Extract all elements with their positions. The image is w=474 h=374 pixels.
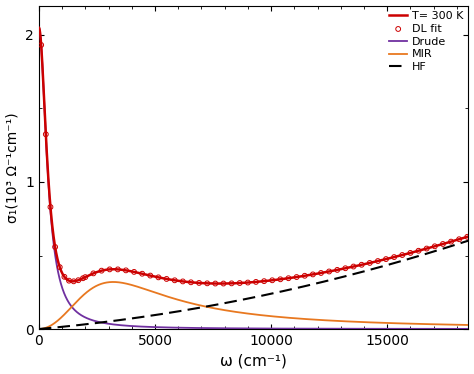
HF [389, 261, 395, 266]
DL fit [51, 244, 59, 250]
DL fit [252, 279, 260, 285]
DL fit [423, 246, 430, 252]
DL fit [268, 277, 276, 283]
MIR [356, 320, 362, 324]
MIR [200, 304, 206, 308]
T= 300 K [114, 267, 120, 272]
HF [294, 286, 300, 290]
DL fit [46, 204, 54, 210]
T= 300 K [217, 281, 222, 286]
DL fit [285, 275, 292, 281]
T= 300 K [200, 281, 206, 285]
DL fit [464, 234, 471, 240]
DL fit [146, 273, 154, 279]
DL fit [276, 276, 284, 282]
DL fit [456, 236, 463, 242]
DL fit [65, 278, 73, 283]
DL fit [399, 252, 406, 258]
T= 300 K [36, 25, 42, 30]
Drude [465, 327, 471, 331]
DL fit [447, 239, 455, 245]
DL fit [439, 241, 447, 247]
Legend: T= 300 K, DL fit, Drude, MIR, HF: T= 300 K, DL fit, Drude, MIR, HF [387, 9, 465, 74]
DL fit [37, 42, 45, 48]
T= 300 K [294, 275, 300, 279]
T= 300 K [389, 255, 395, 260]
Drude [294, 327, 300, 331]
Drude [389, 327, 395, 331]
DL fit [374, 258, 382, 264]
DL fit [106, 266, 113, 272]
DL fit [74, 277, 82, 283]
DL fit [171, 277, 179, 283]
DL fit [56, 264, 64, 270]
DL fit [325, 269, 333, 275]
DL fit [358, 262, 365, 268]
DL fit [179, 278, 187, 284]
Line: Drude: Drude [39, 28, 468, 329]
MIR [294, 316, 300, 321]
DL fit [407, 250, 414, 256]
DL fit [61, 274, 68, 280]
DL fit [333, 267, 341, 273]
Drude [114, 322, 120, 327]
DL fit [122, 267, 130, 273]
DL fit [293, 274, 301, 280]
HF [465, 238, 471, 243]
DL fit [138, 271, 146, 277]
DL fit [415, 248, 422, 254]
DL fit [309, 272, 317, 278]
Line: MIR: MIR [39, 282, 468, 329]
DL fit [244, 279, 252, 285]
MIR [389, 321, 395, 325]
T= 300 K [465, 234, 471, 239]
Drude [315, 327, 321, 331]
DL fit [79, 275, 87, 281]
Drude [200, 326, 206, 330]
DL fit [195, 280, 203, 286]
T= 300 K [316, 271, 321, 276]
DL fit [98, 268, 105, 274]
DL fit [301, 273, 309, 279]
DL fit [236, 280, 244, 286]
DL fit [211, 280, 219, 286]
DL fit [382, 256, 390, 262]
MIR [316, 318, 321, 322]
DL fit [366, 260, 374, 266]
DL fit [350, 264, 357, 270]
Y-axis label: σ₁(10³ Ω⁻¹cm⁻¹): σ₁(10³ Ω⁻¹cm⁻¹) [6, 112, 19, 223]
DL fit [228, 280, 236, 286]
DL fit [317, 270, 325, 276]
DL fit [155, 275, 162, 280]
DL fit [42, 131, 50, 137]
DL fit [70, 278, 77, 284]
MIR [36, 327, 42, 331]
Drude [356, 327, 362, 331]
MIR [465, 323, 471, 327]
DL fit [114, 266, 122, 272]
Line: T= 300 K: T= 300 K [39, 28, 468, 283]
MIR [110, 280, 116, 284]
Drude [36, 25, 42, 30]
DL fit [431, 243, 438, 249]
Line: HF: HF [39, 240, 468, 329]
DL fit [391, 254, 398, 260]
DL fit [260, 278, 268, 284]
HF [114, 318, 120, 323]
T= 300 K [356, 263, 362, 267]
DL fit [163, 276, 170, 282]
X-axis label: ω (cm⁻¹): ω (cm⁻¹) [220, 353, 287, 368]
DL fit [187, 279, 195, 285]
HF [200, 305, 206, 309]
DL fit [82, 274, 89, 280]
HF [36, 327, 42, 331]
HF [315, 281, 321, 285]
DL fit [219, 280, 227, 286]
DL fit [130, 269, 138, 275]
DL fit [203, 280, 211, 286]
MIR [114, 280, 120, 284]
DL fit [90, 270, 97, 276]
DL fit [342, 265, 349, 271]
HF [356, 270, 362, 275]
